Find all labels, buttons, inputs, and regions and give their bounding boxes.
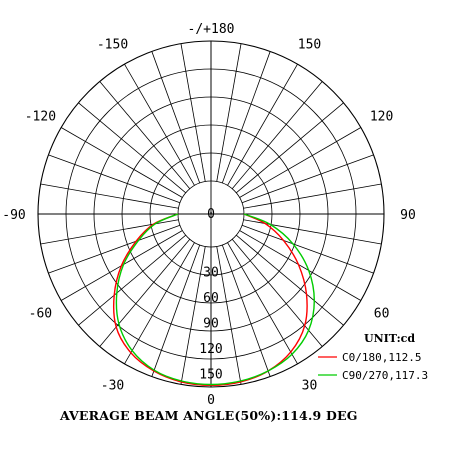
angle-label: 30: [302, 379, 318, 394]
radial-tick-labels: 0 30 60 90 120 150 0: [199, 207, 222, 408]
radial-tick-label: 150: [199, 367, 222, 382]
grid-spoke: [151, 51, 201, 184]
grid-spoke: [78, 102, 186, 194]
grid-spoke: [60, 127, 183, 198]
beam-angle-footer: AVERAGE BEAM ANGLE(50%):114.9 DEG: [59, 408, 358, 423]
grid-spoke: [180, 246, 206, 385]
angle-label: -150: [97, 37, 128, 52]
grid-spoke: [227, 242, 298, 365]
grid-spoke: [243, 183, 382, 209]
radial-tick-label: 30: [203, 265, 219, 280]
angle-label: 60: [374, 307, 390, 322]
grid-spoke: [99, 239, 191, 347]
grid-spoke: [221, 51, 271, 184]
grid-spoke: [151, 244, 201, 377]
legend-label-c0: C0/180,112.5: [342, 351, 421, 364]
grid-spoke: [239, 127, 362, 198]
series-curves: [112, 213, 316, 387]
angle-label: -120: [25, 110, 56, 125]
grid-spoke: [221, 244, 271, 377]
angle-label: 90: [400, 208, 416, 223]
grid-spoke: [239, 230, 362, 301]
grid-spoke: [227, 63, 298, 186]
angle-label: 120: [370, 110, 393, 125]
grid-spoke: [48, 224, 181, 274]
grid-spoke: [241, 154, 374, 204]
series-c90-270-curve: [115, 213, 316, 386]
grid-spoke: [40, 183, 179, 209]
radial-tick-label: 120: [199, 342, 222, 357]
grid-spoke: [216, 246, 242, 385]
grid-spoke: [99, 81, 191, 189]
grid-spoke: [180, 43, 206, 182]
grid-spoke: [236, 234, 344, 326]
angle-label: -30: [101, 379, 124, 394]
grid-spoke: [48, 154, 181, 204]
angle-label: -60: [29, 307, 52, 322]
angle-label: 0: [207, 393, 215, 408]
polar-grid: [37, 40, 385, 388]
legend: UNIT:cd C0/180,112.5 C90/270,117.3: [318, 332, 428, 382]
grid-spoke: [124, 242, 195, 365]
angle-label: 150: [298, 37, 321, 52]
radial-tick-label: 90: [203, 316, 219, 331]
unit-label: UNIT:cd: [364, 332, 415, 345]
angle-labels: -/+180 150 120 90 60 30 -30 -60 -90 -120 -150: [2, 22, 416, 394]
radial-tick-label: 0: [207, 207, 215, 222]
legend-label-c90: C90/270,117.3: [342, 369, 428, 382]
grid-spoke: [124, 63, 195, 186]
radial-tick-label: 60: [203, 291, 219, 306]
grid-spoke: [231, 239, 323, 347]
angle-label: -/+180: [188, 22, 235, 37]
grid-spoke: [216, 43, 242, 182]
grid-spoke: [40, 219, 179, 245]
grid-spoke: [231, 81, 323, 189]
angle-label: -90: [2, 208, 25, 223]
grid-spoke: [236, 102, 344, 194]
series-c0-180-curve: [112, 213, 308, 387]
grid-spoke: [241, 224, 374, 274]
grid-spoke: [78, 234, 186, 326]
